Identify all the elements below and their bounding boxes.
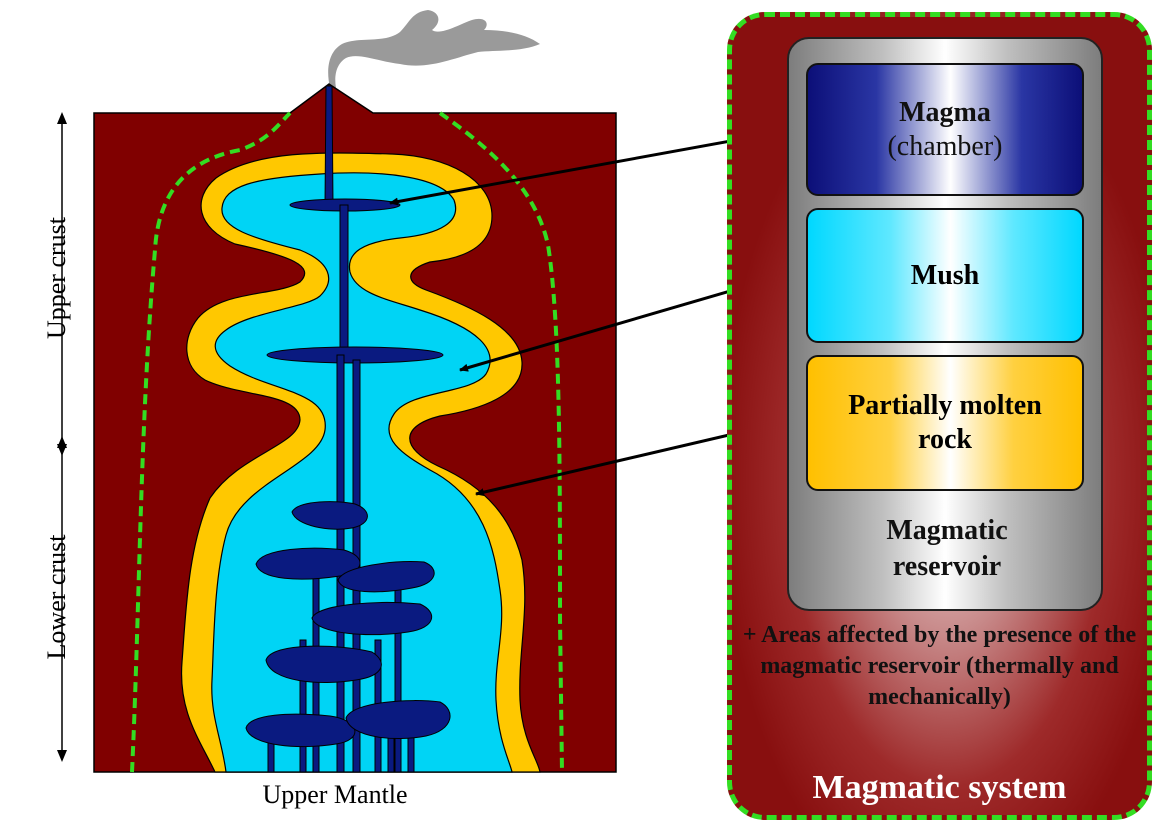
magma-sill-3: [337, 561, 435, 593]
magma-sill-7: [345, 700, 451, 740]
smoke-plume: [328, 10, 540, 88]
magma-title: Magma: [899, 96, 991, 128]
magma-network: [245, 85, 451, 773]
upper-crust-label: Upper crust: [42, 216, 71, 340]
magmatic-system-label: Magmatic system: [812, 769, 1067, 806]
magmatic-system-legend: Magma (chamber) Mush Partially molten ro…: [727, 12, 1152, 820]
lower-crust-label: Lower crust: [42, 534, 71, 660]
magma-subtitle: (chamber): [887, 130, 1003, 162]
magma-dike-9: [387, 734, 395, 773]
magmatic-reservoir-label: Magmatic reservoir: [886, 515, 1008, 582]
magma-sill-2: [255, 547, 361, 580]
magma-dike-7: [267, 739, 275, 773]
magma-sill-5: [265, 645, 382, 684]
partially-molten-title: Partially molten rock: [848, 390, 1042, 455]
upper-mantle-label: Upper Mantle: [262, 780, 408, 809]
lower-crust-extent-arrow: [57, 436, 67, 762]
magma-conduit-mid: [339, 204, 349, 356]
system-boundary: [130, 111, 564, 773]
magma-conduit-top: [324, 85, 334, 206]
mush-legend-box: Mush: [806, 208, 1084, 343]
affected-areas-label: + Areas affected by the presence of the …: [742, 622, 1137, 710]
magma-sill-4: [311, 602, 433, 636]
magma-sill-1: [291, 501, 368, 530]
partially-molten-legend-box: Partially molten rock: [806, 355, 1084, 491]
magma-sill-6: [245, 713, 356, 748]
magma-chamber-legend-box: Magma (chamber): [806, 63, 1084, 196]
magma-dike-6: [299, 639, 307, 773]
mush-title: Mush: [910, 259, 980, 291]
mush-zone: [211, 172, 513, 773]
magmatic-reservoir-box: Magma (chamber) Mush Partially molten ro…: [787, 37, 1103, 611]
